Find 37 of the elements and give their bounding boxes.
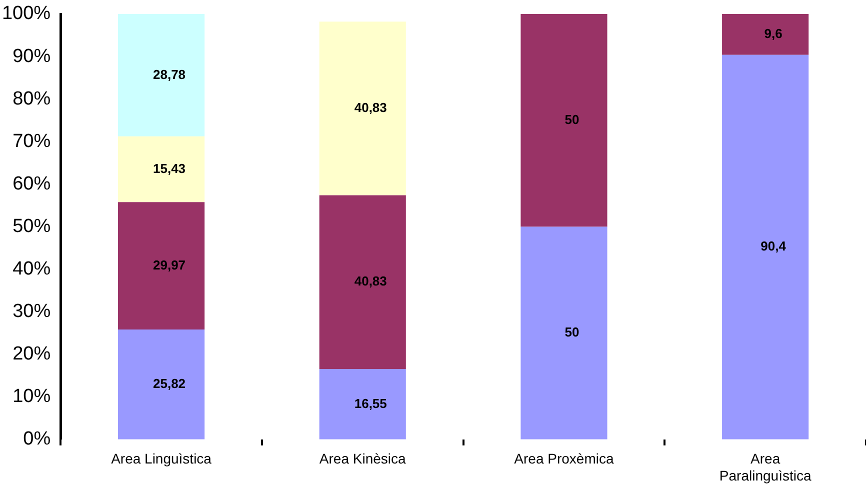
data-label: 15,43: [152, 160, 186, 176]
data-label: 29,97: [152, 257, 186, 272]
bar: [118, 202, 205, 330]
data-label: 28,78: [152, 66, 186, 82]
y-tick-label: 30%: [12, 301, 51, 322]
bar: [118, 14, 205, 136]
data-label: 9,6: [764, 26, 782, 41]
bar: [319, 368, 406, 440]
data-label: 50: [564, 112, 580, 127]
y-tick-label: 70%: [12, 130, 51, 152]
data-label: 50: [564, 324, 580, 340]
data-label: 90,4: [760, 238, 787, 254]
bar: [118, 330, 205, 440]
bar: [319, 22, 406, 196]
y-tick-label: 90%: [12, 46, 51, 67]
bar: [520, 226, 608, 440]
bar: [520, 14, 608, 227]
y-tick-label: 0%: [23, 428, 51, 450]
y-tick-label: 50%: [12, 216, 51, 237]
y-tick-label: 60%: [12, 173, 51, 194]
data-label: 40,83: [354, 274, 387, 289]
y-tick-label: 20%: [12, 344, 51, 365]
x-tick-label: Area Paralinguìstica: [719, 450, 812, 484]
bar: [722, 14, 809, 55]
y-tick-label: 10%: [12, 386, 51, 408]
bar: [722, 54, 809, 440]
data-label: 40,83: [354, 100, 387, 116]
x-tick-label: Area Proxèmica: [514, 450, 614, 467]
y-tick-label: 100%: [2, 3, 51, 24]
y-tick-label: 80%: [12, 88, 51, 110]
x-tick-label: Area Kinèsica: [319, 450, 406, 467]
x-tick-label: Area Linguìstica: [111, 450, 212, 467]
y-tick-label: 40%: [12, 258, 51, 280]
bar: [319, 195, 406, 369]
data-label: 16,55: [354, 396, 387, 411]
data-label: 25,82: [152, 376, 186, 392]
bar: [118, 136, 205, 202]
